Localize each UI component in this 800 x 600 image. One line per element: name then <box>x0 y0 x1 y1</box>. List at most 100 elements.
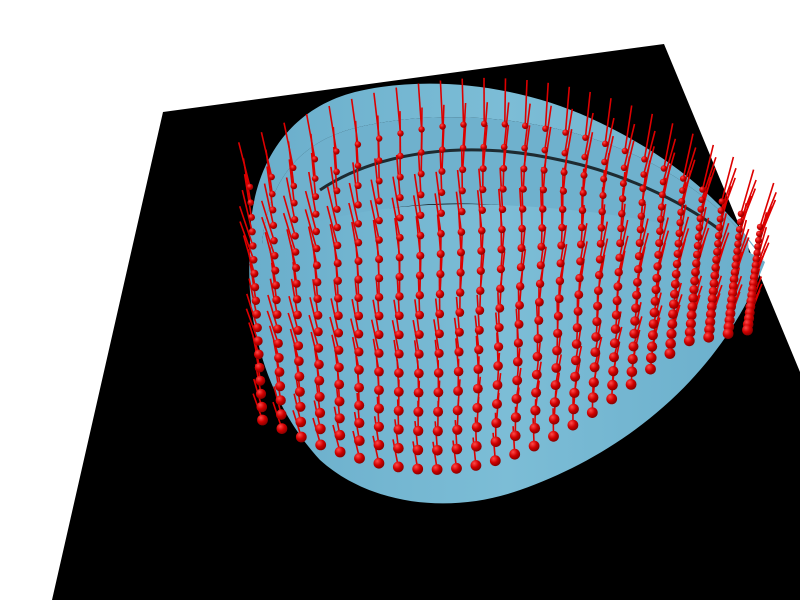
vector-arrow <box>638 218 649 257</box>
vector-marker <box>294 356 304 367</box>
vector-marker <box>414 349 424 359</box>
vector-marker <box>614 268 623 277</box>
vector-marker <box>705 316 716 328</box>
vector-arrow <box>304 190 318 232</box>
vector-marker <box>602 140 609 147</box>
vector-marker <box>595 255 605 264</box>
vector-marker <box>753 249 761 257</box>
vector-marker <box>490 436 502 448</box>
vector-marker <box>256 401 268 413</box>
vector-marker <box>456 268 465 277</box>
vector-marker <box>557 241 566 250</box>
vector-marker <box>416 251 425 260</box>
vector-marker <box>596 239 605 248</box>
vector-marker <box>376 135 383 142</box>
vector-marker <box>293 325 303 335</box>
vector-marker <box>626 366 638 378</box>
vector-marker <box>689 285 699 295</box>
vector-marker <box>314 391 325 402</box>
vector-marker <box>274 367 285 377</box>
vector-marker <box>474 345 484 355</box>
vector-marker <box>312 193 320 201</box>
vector-marker <box>735 226 743 233</box>
vector-marker <box>554 294 564 303</box>
vector-marker <box>257 414 268 426</box>
vector-marker <box>416 231 425 240</box>
vector-arrow <box>524 79 528 126</box>
vector-arrow <box>654 266 660 302</box>
vector-marker <box>734 240 742 248</box>
vector-marker <box>718 198 725 205</box>
vector-marker <box>375 274 384 283</box>
vector-marker <box>470 460 482 471</box>
vector-marker <box>333 241 342 250</box>
vector-marker <box>334 396 345 407</box>
vector-arrow <box>700 156 717 201</box>
vector-arrow <box>239 221 255 261</box>
vector-marker <box>459 144 467 152</box>
vector-marker <box>729 274 739 284</box>
vector-marker <box>451 443 463 455</box>
vector-marker <box>655 239 664 248</box>
vector-marker <box>460 121 467 128</box>
vector-marker <box>248 213 255 221</box>
vector-marker <box>751 261 760 270</box>
vector-arrow <box>620 187 624 229</box>
vector-arrow <box>266 310 280 344</box>
vector-marker <box>417 211 425 219</box>
vector-marker <box>248 228 256 236</box>
vector-marker <box>732 254 741 263</box>
vector-marker <box>272 295 281 305</box>
vector-arrow <box>261 216 276 256</box>
vector-marker <box>535 279 545 288</box>
vector-marker <box>667 319 678 329</box>
vector-marker <box>354 365 364 375</box>
vector-marker <box>374 348 384 358</box>
vector-marker <box>647 341 658 352</box>
vector-marker <box>675 229 684 238</box>
vector-marker <box>479 186 487 194</box>
vector-marker <box>606 393 618 405</box>
vector-marker <box>601 158 608 166</box>
vector-marker <box>677 208 685 216</box>
vector-marker <box>756 230 763 238</box>
vector-marker <box>576 257 585 266</box>
vector-marker <box>756 223 764 231</box>
vector-marker <box>657 215 665 223</box>
vector-marker <box>414 368 424 379</box>
vector-marker <box>728 288 738 298</box>
vector-marker <box>556 259 565 268</box>
vector-marker <box>591 332 601 342</box>
vector-marker <box>607 379 618 391</box>
vector-marker <box>687 301 698 312</box>
vector-marker <box>713 247 722 256</box>
vector-marker <box>600 175 608 183</box>
vector-marker <box>670 279 680 289</box>
vector-marker <box>690 276 700 286</box>
vector-marker <box>393 424 404 435</box>
vector-marker <box>617 224 625 233</box>
vector-marker <box>311 175 319 182</box>
vector-marker <box>659 178 667 186</box>
vector-marker <box>354 329 364 339</box>
vector-marker <box>646 352 657 364</box>
vector-marker <box>311 156 319 163</box>
vector-marker <box>615 253 624 262</box>
vector-field-markers <box>246 120 764 475</box>
vector-marker <box>733 247 741 256</box>
vector-marker <box>712 255 721 264</box>
vector-marker <box>522 122 529 130</box>
vector-marker <box>570 371 581 382</box>
vector-marker <box>640 171 647 178</box>
vector-marker <box>292 279 301 288</box>
vector-marker <box>395 272 404 281</box>
vector-marker <box>511 393 522 404</box>
vector-marker <box>252 309 261 319</box>
vector-marker <box>354 400 365 411</box>
vector-marker <box>742 324 753 336</box>
vector-marker <box>396 173 404 181</box>
vector-marker <box>673 249 682 258</box>
vector-arrow <box>249 263 257 301</box>
vector-marker <box>699 186 706 193</box>
